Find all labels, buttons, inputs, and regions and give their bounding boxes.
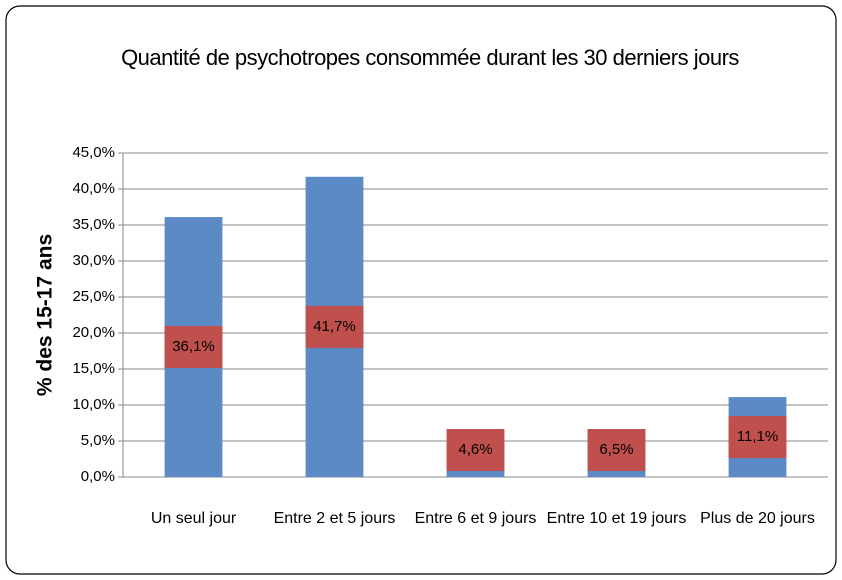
data-label-box — [728, 416, 787, 459]
data-label: 6,5% — [599, 441, 633, 458]
data-label-box — [305, 305, 364, 348]
data-label: 11,1% — [737, 428, 778, 445]
y-tick-label: 15,0% — [72, 360, 115, 377]
x-tick-label: Un seul jour — [150, 510, 237, 527]
data-label-box — [446, 429, 505, 471]
y-tick-label: 35,0% — [72, 216, 115, 233]
y-tick-label: 25,0% — [72, 288, 115, 305]
x-tick-label: Entre 10 et 19 jours — [546, 510, 687, 527]
y-tick-label: 0,0% — [81, 468, 115, 485]
y-tick-label: 20,0% — [72, 324, 115, 341]
y-tick-label: 30,0% — [72, 252, 115, 269]
data-label: 41,7% — [313, 318, 356, 335]
y-tick-label: 5,0% — [81, 432, 115, 449]
x-tick-label: Entre 2 et 5 jours — [273, 510, 396, 527]
data-label: 36,1% — [172, 338, 215, 355]
data-label-box — [164, 326, 223, 369]
x-tick-label: Entre 6 et 9 jours — [414, 510, 537, 527]
y-tick-label: 45,0% — [72, 144, 115, 161]
x-tick-label: Plus de 20 jours — [700, 510, 815, 527]
y-axis-label: % des 15-17 ans — [34, 234, 57, 396]
chart-border — [5, 5, 837, 575]
y-tick-label: 10,0% — [72, 396, 115, 413]
y-tick-label: 40,0% — [72, 180, 115, 197]
data-label: 4,6% — [458, 441, 492, 458]
data-label-box — [587, 429, 646, 471]
chart-title: Quantité de psychotropes consommée duran… — [121, 45, 739, 70]
